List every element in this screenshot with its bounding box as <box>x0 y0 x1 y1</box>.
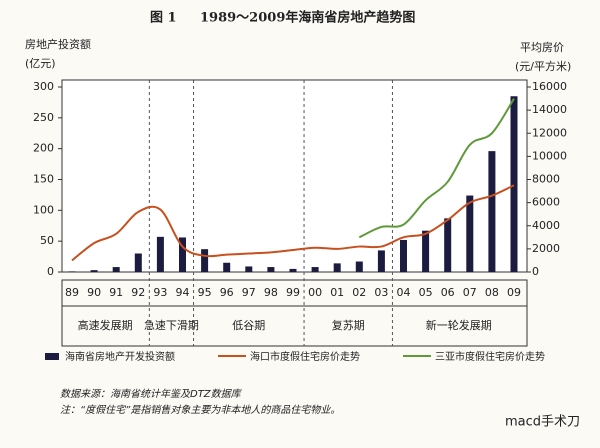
phase-label: 低谷期 <box>232 319 265 332</box>
y2-axis-label: 平均房价 <box>520 41 564 54</box>
phase-label: 急速下滑期 <box>144 318 199 332</box>
footnote: 注：“度假住宅”是指销售对象主要为非本地人的商品住宅物业。 <box>60 404 340 416</box>
figure-label: 图 1 <box>150 11 177 26</box>
bar <box>444 218 452 272</box>
bar <box>156 236 164 272</box>
bar <box>355 261 363 272</box>
y2-tick-label: 8000 <box>532 173 560 186</box>
x-tick-label: 01 <box>330 286 344 299</box>
x-tick-label: 03 <box>374 286 388 299</box>
bar <box>201 249 209 272</box>
y2-tick-label: 16000 <box>532 80 567 93</box>
bar <box>333 263 341 272</box>
y-tick-label: 200 <box>33 142 54 155</box>
phase-label: 新一轮发展期 <box>426 318 492 332</box>
bar <box>245 266 253 272</box>
phase-row <box>61 305 528 347</box>
x-tick-label: 06 <box>441 286 455 299</box>
bar <box>488 151 496 272</box>
bar <box>466 195 474 272</box>
y2-tick-label: 4000 <box>532 219 560 232</box>
x-tick-label: 93 <box>153 286 167 299</box>
source-note: 数据来源：海南省统计年鉴及DTZ数据库 <box>60 388 243 400</box>
bar <box>179 237 186 272</box>
x-tick-label: 90 <box>87 286 101 299</box>
y2-axis-unit: (元/平方米) <box>515 59 571 73</box>
y2-tick-label: 6000 <box>532 196 560 209</box>
legend-label: 海南省房地产开发投资额 <box>65 350 175 363</box>
x-tick-label: 00 <box>308 286 322 299</box>
bar <box>377 250 385 272</box>
x-tick-label: 97 <box>242 286 256 299</box>
bar <box>90 270 98 272</box>
chart-title: 1989～2009年海南省房地产趋势图 <box>200 10 415 26</box>
phase-label: 复苏期 <box>332 318 365 332</box>
y2-tick-label: 2000 <box>532 242 560 255</box>
bar <box>223 262 231 272</box>
bar <box>267 267 275 272</box>
x-tick-label: 02 <box>352 286 366 299</box>
x-tick-label: 98 <box>264 286 278 299</box>
x-tick-label: 07 <box>463 286 477 299</box>
y-tick-label: 300 <box>33 80 54 93</box>
x-tick-label: 99 <box>286 286 300 299</box>
y-axis-label: 房地产投资额 <box>25 37 91 51</box>
bar <box>400 239 407 272</box>
x-tick-label: 92 <box>131 286 145 299</box>
x-tick-label: 91 <box>109 286 123 299</box>
phase-label: 高速发展期 <box>78 318 133 332</box>
y2-tick-label: 0 <box>532 265 539 278</box>
x-tick-label: 89 <box>65 286 79 299</box>
y2-tick-label: 12000 <box>532 126 567 139</box>
bar <box>134 253 142 272</box>
bar <box>422 230 430 272</box>
x-tick-label: 05 <box>419 286 433 299</box>
bar <box>510 96 518 272</box>
y-tick-label: 0 <box>47 265 54 278</box>
bar <box>112 267 120 272</box>
y-tick-label: 150 <box>33 173 54 186</box>
bar <box>311 267 319 272</box>
watermark: macd手术刀 <box>505 415 580 430</box>
y-tick-label: 250 <box>33 111 54 124</box>
x-tick-label: 08 <box>485 286 499 299</box>
bar <box>289 268 297 272</box>
y2-tick-label: 14000 <box>532 103 567 116</box>
legend-swatch <box>45 353 59 360</box>
x-tick-label: 09 <box>507 286 521 299</box>
legend-label: 三亚市度假住宅房价走势 <box>435 350 545 363</box>
x-tick-label: 95 <box>198 286 212 299</box>
y-tick-label: 50 <box>40 234 54 247</box>
legend-label: 海口市度假住宅房价走势 <box>250 350 360 363</box>
price-line <box>358 98 515 239</box>
bar <box>68 271 76 272</box>
price-line <box>71 184 515 262</box>
y-axis-unit: (亿元) <box>25 57 56 70</box>
x-tick-label: 94 <box>176 286 190 299</box>
y2-tick-label: 10000 <box>532 149 567 162</box>
plot-frame <box>61 79 528 273</box>
x-tick-label: 96 <box>220 286 234 299</box>
y-tick-label: 100 <box>33 203 54 216</box>
x-tick-label: 04 <box>397 286 411 299</box>
